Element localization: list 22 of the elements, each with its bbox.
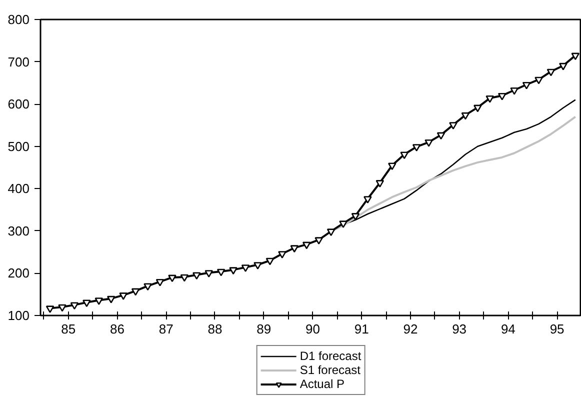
x-tick-label: 87 [158,322,174,336]
x-tick-label: 92 [403,322,418,336]
x-tick-label: 90 [305,322,320,336]
x-tick-label: 93 [452,322,467,336]
legend-label: D1 forecast [300,349,362,363]
y-tick-label: 300 [8,223,30,238]
x-tick-label: 94 [500,322,516,336]
y-tick-label: 800 [8,12,30,27]
y-tick-label: 600 [8,96,30,112]
y-tick-label: 700 [8,54,30,70]
x-tick-label: 88 [208,322,222,336]
x-tick-label: 91 [354,322,369,336]
y-tick-label: 500 [8,138,30,154]
legend-label: Actual P [300,377,345,391]
x-tick-label: 95 [550,322,564,336]
y-tick-label: 200 [8,266,30,281]
x-tick-label: 89 [256,322,272,336]
y-tick-label: 400 [8,181,30,196]
y-tick-label: 100 [8,308,30,323]
legend-label: S1 forecast [300,363,361,377]
x-tick-label: 85 [61,322,76,336]
x-tick-label: 86 [110,322,124,336]
